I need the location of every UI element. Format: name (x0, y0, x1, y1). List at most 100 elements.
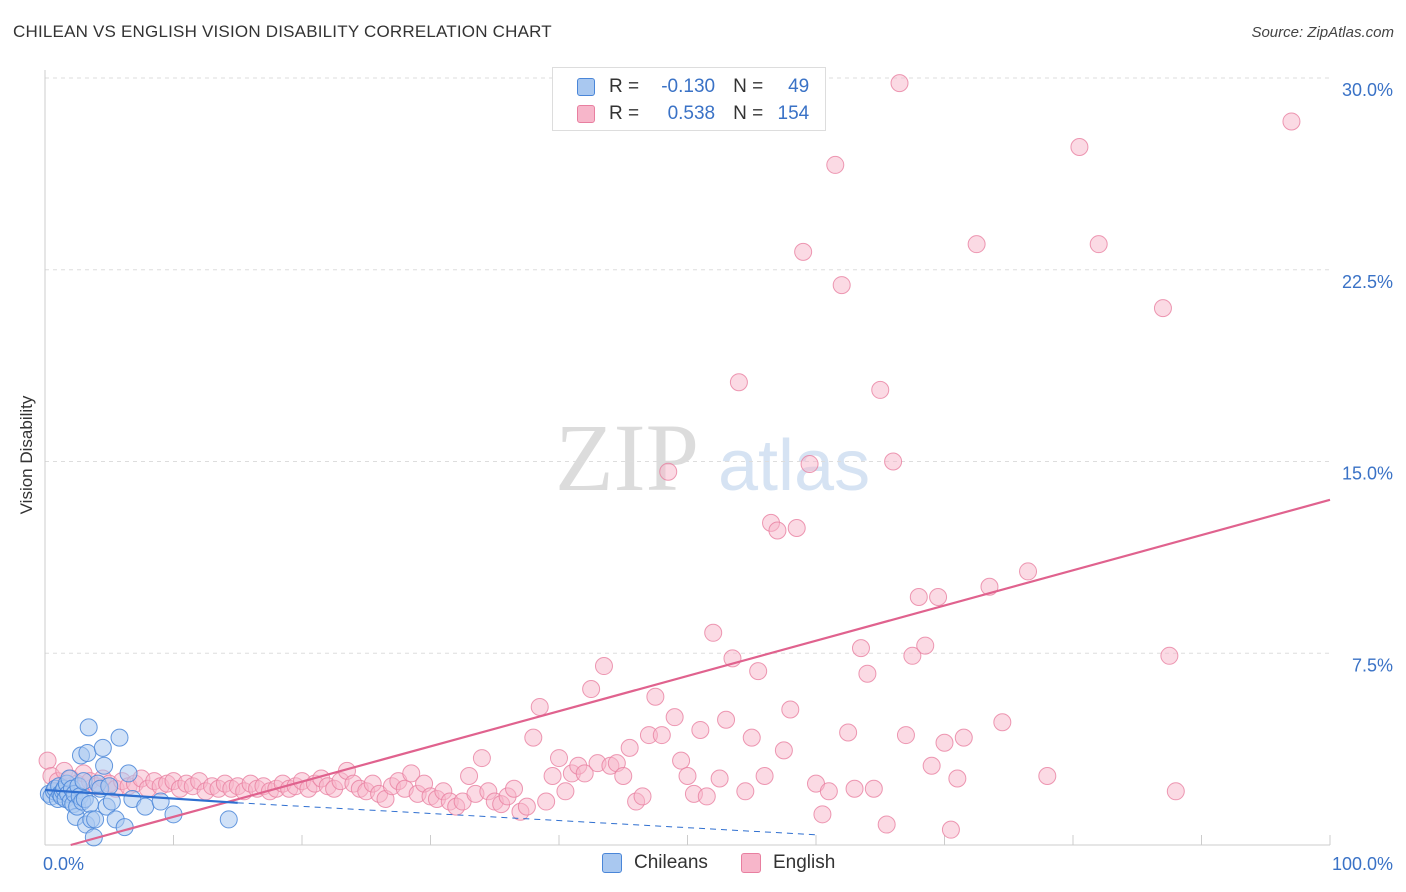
english-point (729, 373, 748, 392)
series-legend: Chileans English (0, 852, 1406, 878)
english-point (1070, 138, 1089, 157)
x-tick-label: 100.0% (1332, 854, 1393, 874)
english-point (1019, 562, 1038, 581)
source-label: Source: ZipAtlas.com (1251, 24, 1394, 41)
english-trend-line (70, 498, 1331, 847)
chileans-swatch (577, 78, 595, 96)
x-tick-label: 0.0% (43, 854, 84, 874)
legend-r-label: R = (609, 103, 640, 124)
legend-n-label: N = (733, 76, 764, 97)
english-point (858, 664, 877, 683)
english-legend-swatch (741, 853, 761, 873)
legend-item-english[interactable]: English (741, 852, 835, 874)
english-point (530, 697, 549, 716)
chilean-trend-line (44, 788, 238, 804)
english-point (916, 636, 935, 655)
chilean-trend-extension (237, 802, 817, 836)
english-point (755, 766, 774, 785)
axes (44, 70, 1331, 846)
chilean-point (110, 728, 129, 747)
gridlines (45, 77, 1330, 654)
english-point (38, 751, 57, 770)
english-point (678, 766, 697, 785)
english-point (800, 455, 819, 474)
chilean-point (95, 756, 114, 775)
english-point (672, 751, 691, 770)
english-point (665, 708, 684, 727)
english-point (948, 769, 967, 788)
english-point (922, 756, 941, 775)
english-point (832, 276, 851, 295)
english-point (550, 749, 568, 768)
english-point (954, 728, 973, 747)
legend-n-value: 154 (777, 103, 810, 124)
english-point (877, 815, 896, 834)
english-point (1166, 782, 1185, 801)
tick-labels: 7.5% 15.0% 22.5% 30.0% 0.0% 100.0% (43, 80, 1393, 874)
english-point (1282, 112, 1301, 131)
english-point (652, 726, 671, 745)
english-point (993, 713, 1012, 732)
english-point (839, 723, 858, 742)
chileans-legend-swatch (602, 853, 622, 873)
english-point (1153, 299, 1172, 318)
english-point (646, 687, 665, 706)
english-point (742, 728, 761, 747)
english-point (710, 769, 729, 788)
english-point (768, 521, 787, 540)
english-point (813, 805, 832, 824)
english-point (851, 639, 870, 658)
english-point (1089, 235, 1108, 254)
chilean-point (78, 743, 97, 762)
english-point (614, 766, 633, 785)
y-axis-label-text: Vision Disability (17, 395, 36, 515)
english-point (594, 657, 613, 676)
english-point (929, 588, 948, 607)
y-tick-label: 30.0% (1342, 80, 1393, 100)
english-point (890, 74, 909, 93)
english-point (941, 820, 960, 839)
english-point (575, 764, 594, 783)
english-point (781, 700, 800, 719)
chilean-point (136, 797, 155, 816)
legend-item-chileans[interactable]: Chileans (602, 852, 708, 874)
english-point (460, 766, 479, 785)
legend-row-chileans: R = -0.130 N = 49 (577, 75, 809, 99)
english-point (871, 380, 890, 399)
english-point (517, 797, 536, 816)
english-point (903, 646, 922, 665)
english-point (826, 155, 845, 174)
english-point (845, 779, 864, 798)
chilean-point (79, 718, 98, 737)
watermark: ZIP atlas (555, 404, 870, 511)
english-point (967, 235, 986, 254)
y-tick-label: 22.5% (1342, 272, 1393, 292)
english-swatch (577, 105, 595, 123)
chilean-point (219, 810, 238, 829)
english-point (691, 720, 710, 739)
english-point (736, 782, 755, 801)
english-point (819, 782, 838, 801)
english-point (787, 518, 806, 537)
english-point (505, 779, 524, 798)
english-point (864, 779, 883, 798)
chilean-point (86, 810, 105, 829)
chilean-point (119, 764, 138, 783)
english-point (620, 738, 639, 757)
watermark-atlas: atlas (718, 426, 870, 506)
english-point (543, 766, 562, 785)
english-point (1160, 646, 1179, 665)
trend-lines (44, 498, 1331, 847)
english-point (749, 662, 768, 681)
english-point (556, 782, 575, 801)
english-point (704, 623, 723, 642)
english-point (896, 726, 915, 745)
english-point (697, 787, 716, 806)
english-point (633, 787, 652, 806)
y-tick-label: 15.0% (1342, 464, 1393, 484)
chilean-point (80, 795, 99, 814)
chileans-legend-label: Chileans (634, 852, 708, 873)
chilean-point (93, 738, 112, 757)
english-point (524, 728, 543, 747)
